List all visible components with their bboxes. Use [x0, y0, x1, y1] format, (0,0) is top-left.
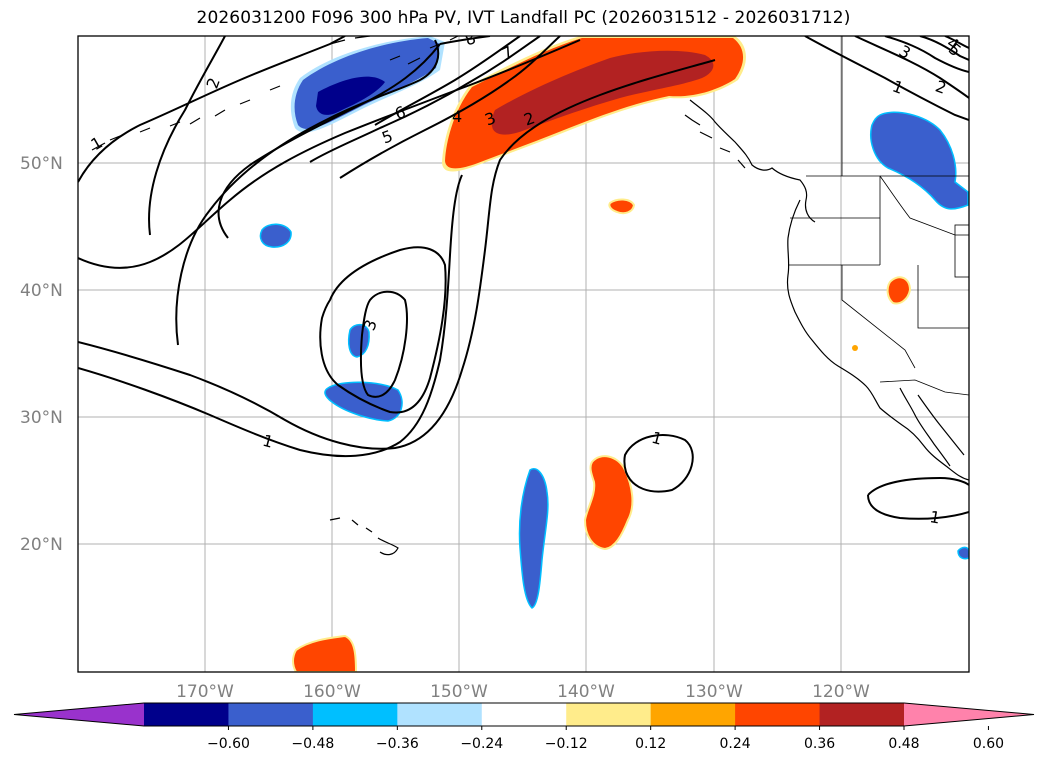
colorbar-segment: [735, 703, 821, 726]
contour-4-loop: [217, 43, 441, 239]
lon-label-170w: 170°W: [176, 682, 234, 702]
contour-5: [309, 36, 541, 163]
contour-ne-5: [944, 36, 969, 49]
contour-big-outer: [78, 39, 581, 269]
colorbar-extend-max: [904, 703, 1034, 726]
contour-ne-3: [884, 36, 969, 73]
pos-anomaly-dot: [852, 345, 858, 351]
lon-label-120w: 120°W: [812, 682, 870, 702]
lon-label-150w: 150°W: [430, 682, 488, 702]
border-id-mt: [879, 175, 969, 236]
colorbar-tick-label: −0.36: [376, 736, 419, 752]
colorbar-tick-label: −0.48: [291, 736, 334, 752]
colorbar-segment: [819, 703, 905, 726]
contour-ne-2: [854, 36, 969, 99]
colorbar-segment: [566, 703, 652, 726]
colorbar-segment: [312, 703, 398, 726]
pv-contours: [78, 36, 969, 520]
contour-inner-loop: [319, 246, 447, 414]
contour-label-1-east: 1: [928, 507, 941, 527]
contour-1-east: [867, 476, 969, 520]
pos-anomaly-nevada: [886, 276, 912, 305]
colorbar-segment: [397, 703, 483, 726]
contour-label-4-bc: 4: [452, 107, 462, 126]
lat-label-40n: 40°N: [20, 281, 63, 301]
border-ca-nv: [841, 265, 916, 369]
contour-label-1-oval: 1: [650, 428, 665, 449]
coast-alaska-panhandle: [689, 99, 816, 223]
filled-anomalies: [259, 36, 969, 672]
colorbar-segment: [481, 703, 567, 726]
contour-2-west: [148, 36, 226, 236]
coast-gulf-calif: [917, 394, 965, 456]
contour-3-small: [359, 290, 408, 398]
lat-label-30n: 30°N: [20, 408, 63, 428]
colorbar-tick-label: −0.24: [460, 736, 503, 752]
contour-1-oval: [623, 434, 694, 493]
neg-anomaly-canada: [870, 111, 969, 210]
colorbar-segment: [650, 703, 736, 726]
lon-label-160w: 160°W: [303, 682, 361, 702]
neg-anomaly-central-pacific: [518, 468, 549, 609]
border-nv-ut: [917, 265, 969, 329]
contour-1-south: [78, 174, 463, 458]
colorbar-segment: [144, 703, 229, 726]
lat-label-20n: 20°N: [20, 535, 63, 555]
lon-label-130w: 130°W: [685, 682, 743, 702]
colorbar-tick-label: −0.60: [207, 736, 250, 752]
border-colorado: [954, 224, 969, 278]
pos-anomaly-south: [292, 634, 358, 672]
contour-3-loop: [175, 39, 440, 346]
map-title: 2026031200 F096 300 hPa PV, IVT Landfall…: [196, 8, 851, 28]
colorbar-tick-label: 0.60: [973, 736, 1004, 752]
colorbar-outline: [13, 702, 1035, 727]
lon-labels: 170°W 160°W 150°W 140°W 130°W 120°W: [176, 682, 870, 702]
coast-alaska: [329, 36, 459, 65]
pos-anomaly-small-1: [608, 198, 636, 215]
coastlines: [91, 36, 969, 556]
colorbar: −0.60 −0.48 −0.36 −0.24 −0.12 0.12 0.24 0.36 0.4…: [13, 702, 1035, 752]
contour-1-west: [78, 36, 346, 183]
neg-anomaly-small-1: [259, 223, 292, 248]
contour-mid-pacific: [78, 59, 716, 450]
border-us-mexico: [879, 379, 969, 396]
pos-anomaly-bc-inner: [492, 50, 714, 135]
colorbar-tick-label: 0.12: [635, 736, 666, 752]
lon-label-140w: 140°W: [557, 682, 615, 702]
lat-label-50n: 50°N: [20, 154, 63, 174]
coast-bc-islands: [684, 114, 746, 169]
colorbar-tick-label: 0.36: [804, 736, 835, 752]
colorbar-extend-min: [14, 703, 144, 726]
colorbar-segment: [228, 703, 314, 726]
political-borders: [788, 36, 969, 396]
neg-anomaly-small-2: [347, 323, 370, 358]
coast-baja: [899, 387, 951, 467]
gridlines: [78, 36, 969, 672]
contour-ne-4: [919, 36, 969, 61]
colorbar-tick-label: 0.48: [888, 736, 919, 752]
coast-hawaii: [329, 517, 399, 556]
contour-labels: 1 2 3 4 5 6 7 8 1 2 3 4 5 1 1 1 3 2 1 2: [87, 36, 965, 528]
colorbar-tick-label: 0.24: [720, 736, 751, 752]
contour-ne-1: [804, 36, 969, 121]
contour-label-1-south: 1: [261, 431, 276, 452]
lat-labels: 50°N 40°N 30°N 20°N: [20, 154, 63, 555]
plot-frame: [77, 35, 970, 673]
coast-west-us: [786, 199, 969, 481]
coast-aleutians: [91, 85, 281, 151]
neg-anomaly-mexico: [957, 546, 969, 560]
colorbar-tick-label: −0.12: [545, 736, 588, 752]
neg-anomaly-gulf-alaska-inner: [316, 76, 385, 115]
